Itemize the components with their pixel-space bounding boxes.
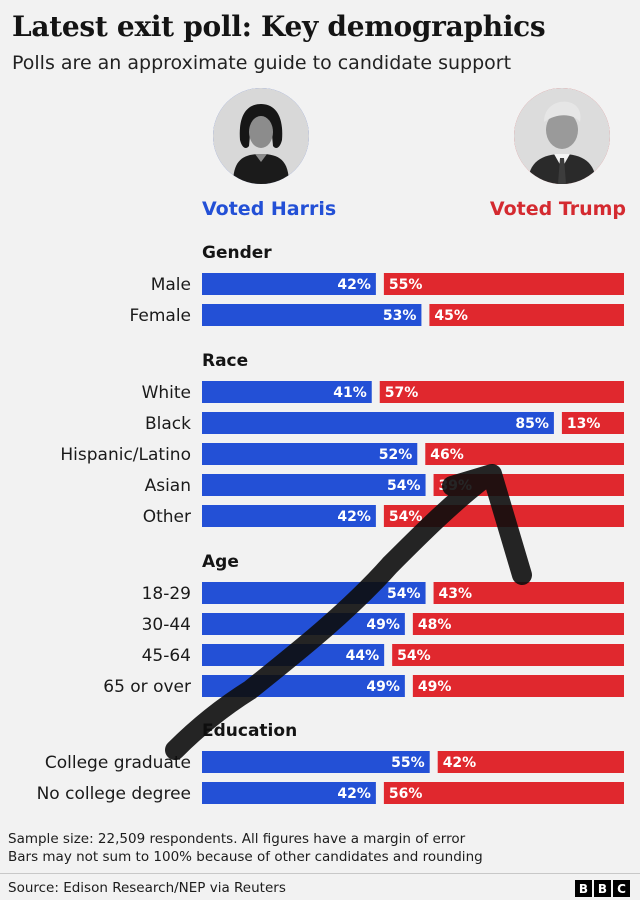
trump-value-label: 48%	[418, 617, 452, 633]
row-label: Black	[145, 414, 191, 434]
trump-value-label: 45%	[434, 308, 468, 324]
harris-value-label: 49%	[366, 617, 400, 633]
harris-value-label: 54%	[387, 586, 421, 602]
bbc-logo: B B C	[575, 880, 630, 897]
group-heading: Education	[202, 721, 297, 741]
row-label: Other	[143, 507, 191, 527]
harris-value-label: 52%	[379, 447, 413, 463]
harris-bar	[202, 273, 376, 295]
sample-size-note: Sample size: 22,509 respondents. All fig…	[8, 831, 466, 847]
row-label: 65 or over	[103, 677, 191, 697]
rounding-note: Bars may not sum to 100% because of othe…	[8, 849, 483, 865]
trump-value-label: 13%	[567, 416, 601, 432]
harris-bar	[202, 381, 372, 403]
trump-value-label: 54%	[397, 648, 431, 664]
harris-value-label: 49%	[366, 679, 400, 695]
harris-value-label: 42%	[337, 509, 371, 525]
group-heading: Gender	[202, 243, 272, 263]
harris-bar	[202, 443, 418, 465]
row-label: 18-29	[142, 584, 191, 604]
harris-bar	[202, 304, 422, 326]
trump-value-label: 42%	[443, 755, 477, 771]
harris-value-label: 42%	[337, 786, 371, 802]
trump-value-label: 49%	[418, 679, 452, 695]
trump-bar	[425, 443, 624, 465]
logo-letter: B	[594, 880, 611, 897]
trump-bar	[383, 273, 624, 295]
row-label: White	[142, 383, 191, 403]
harris-bar	[202, 782, 376, 804]
logo-letter: B	[575, 880, 592, 897]
chart-subtitle: Polls are an approximate guide to candid…	[12, 52, 512, 74]
row-label: 45-64	[142, 646, 191, 666]
harris-portrait	[213, 88, 309, 184]
logo-letter: C	[613, 880, 630, 897]
row-label: Male	[151, 275, 191, 295]
legend-harris: Voted Harris	[202, 198, 337, 220]
legend-trump: Voted Trump	[489, 198, 626, 220]
trump-bar	[383, 782, 624, 804]
row-label: Hispanic/Latino	[60, 445, 191, 465]
harris-value-label: 54%	[387, 478, 421, 494]
chart-title: Latest exit poll: Key demographics	[12, 10, 546, 43]
row-label: Asian	[145, 476, 191, 496]
group-heading: Race	[202, 351, 248, 371]
row-label: College graduate	[45, 753, 191, 773]
harris-bar	[202, 412, 554, 434]
trump-value-label: 57%	[385, 385, 419, 401]
trump-bar	[561, 412, 624, 434]
trump-portrait	[514, 88, 610, 184]
harris-value-label: 42%	[337, 277, 371, 293]
footer-divider	[0, 873, 640, 874]
group-heading: Age	[202, 552, 239, 572]
trump-value-label: 46%	[430, 447, 464, 463]
harris-value-label: 55%	[391, 755, 425, 771]
trump-bar	[379, 381, 624, 403]
source-text: Source: Edison Research/NEP via Reuters	[8, 880, 286, 896]
trump-value-label: 39%	[439, 478, 473, 494]
trump-value-label: 55%	[389, 277, 423, 293]
trump-value-label: 56%	[389, 786, 423, 802]
harris-value-label: 41%	[333, 385, 367, 401]
trump-bar	[429, 304, 624, 326]
harris-value-label: 53%	[383, 308, 417, 324]
harris-value-label: 44%	[346, 648, 380, 664]
trump-value-label: 43%	[439, 586, 473, 602]
row-label: 30-44	[142, 615, 191, 635]
row-label: No college degree	[37, 784, 191, 804]
row-label: Female	[130, 306, 191, 326]
harris-value-label: 85%	[515, 416, 549, 432]
trump-value-label: 54%	[389, 509, 423, 525]
